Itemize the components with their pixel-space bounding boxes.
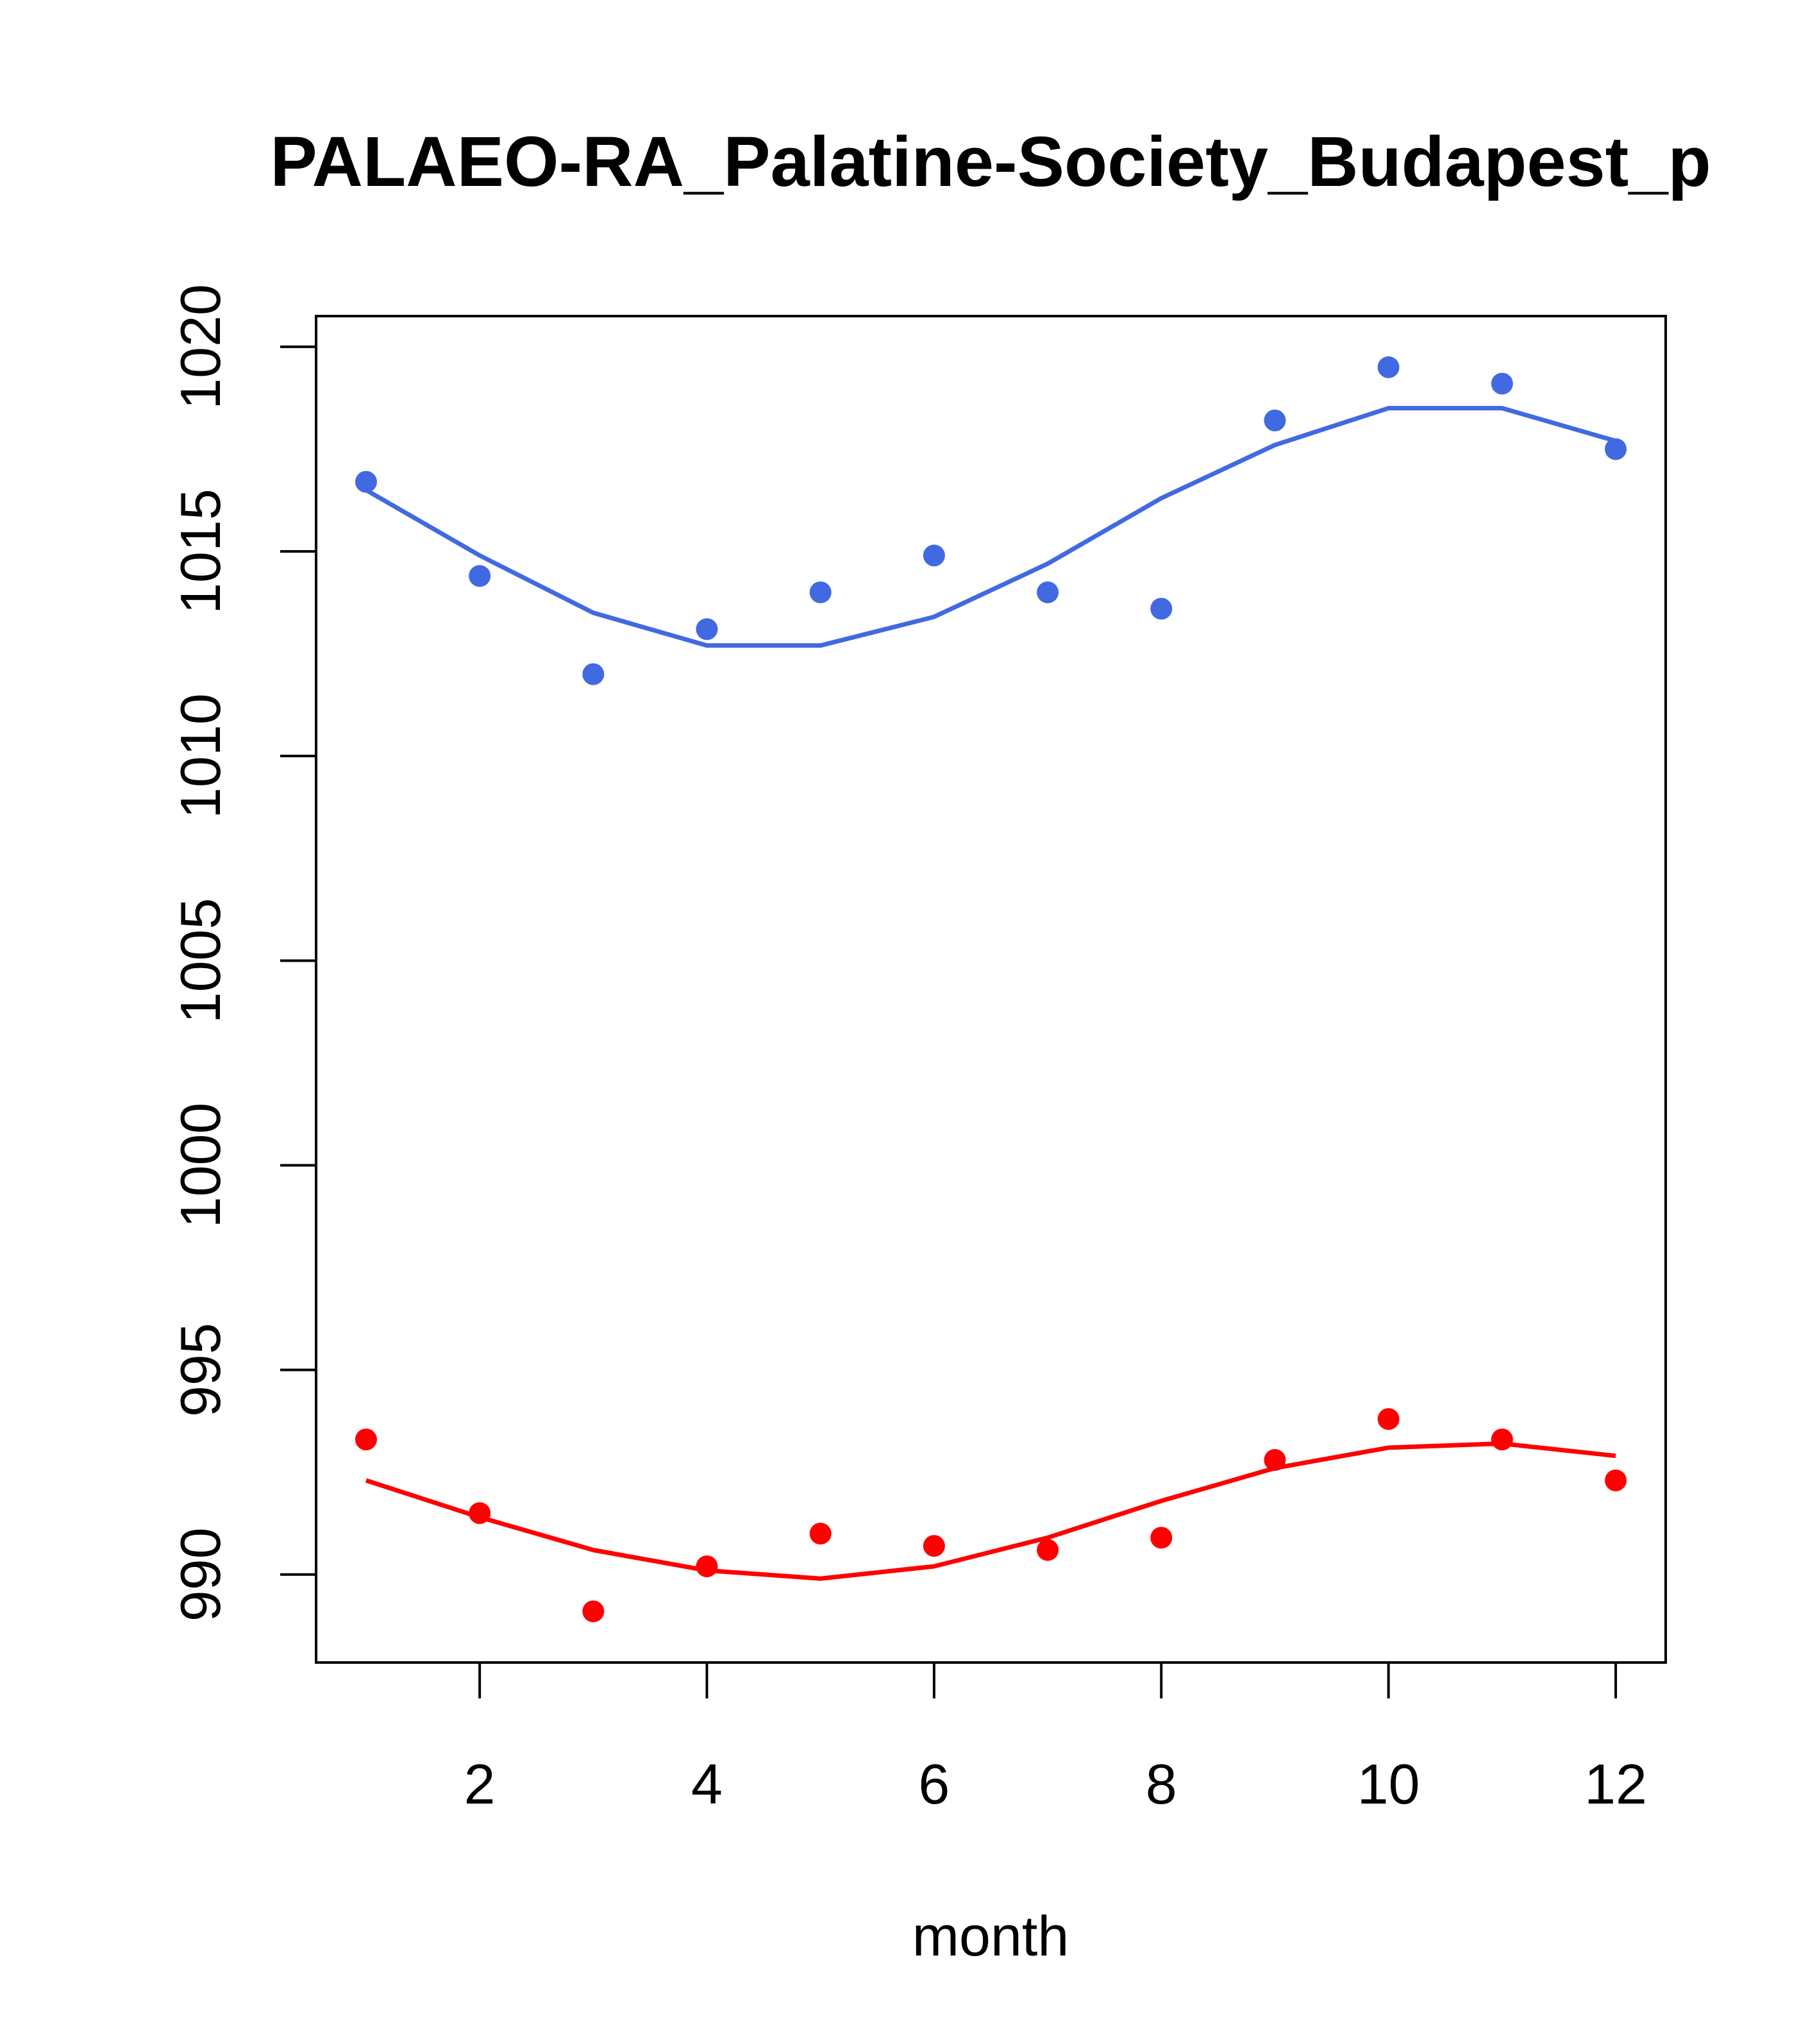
series-lower-point [696, 1555, 718, 1577]
series-lower-point [469, 1502, 491, 1525]
series-lower-point [355, 1428, 377, 1451]
series-upper-point [696, 618, 718, 641]
series-upper-point [923, 544, 945, 567]
series-upper-point [1377, 356, 1400, 378]
y-tick-label: 1010 [169, 693, 232, 819]
series-lower [355, 1408, 1627, 1623]
series-lower-point [809, 1522, 832, 1545]
x-tick-label: 10 [1357, 1752, 1420, 1816]
series-lower-point [1150, 1527, 1173, 1549]
series-lower-point [923, 1535, 945, 1557]
series-lower-point [1605, 1469, 1627, 1491]
series-upper-point [1150, 598, 1173, 620]
series-upper-point [1037, 581, 1059, 603]
series-upper-point [1264, 409, 1286, 431]
y-tick-label: 1015 [169, 489, 232, 614]
series-upper-point [582, 663, 605, 685]
y-tick-label: 995 [169, 1323, 232, 1417]
plot-frame [315, 315, 1667, 1664]
x-tick-label: 2 [464, 1752, 496, 1816]
y-tick-label: 990 [169, 1527, 232, 1621]
y-tick-label: 1000 [169, 1103, 232, 1228]
series-layer [355, 356, 1627, 1623]
series-upper-line [365, 406, 1616, 648]
series-lower-point [1264, 1449, 1286, 1471]
series-lower-point [1037, 1539, 1059, 1561]
y-tick-label: 1020 [169, 284, 232, 410]
x-tick-label: 8 [1146, 1752, 1177, 1816]
x-axis: 2 4 6 8 10 12 [464, 1661, 1647, 1816]
y-tick-label: 1005 [169, 898, 232, 1023]
series-lower-point [582, 1600, 605, 1623]
series-lower-line [365, 1441, 1616, 1581]
series-upper-point [355, 471, 377, 493]
series-lower-point [1377, 1408, 1400, 1430]
x-tick-label: 4 [691, 1752, 723, 1816]
series-upper-point [809, 581, 832, 603]
x-tick-label: 12 [1584, 1752, 1647, 1816]
series-upper [355, 356, 1627, 685]
series-upper-point [1491, 373, 1513, 395]
series-upper-point [469, 565, 491, 587]
x-tick-label: 6 [918, 1752, 950, 1816]
x-axis-label: month [912, 1904, 1069, 1968]
series-lower-point [1491, 1428, 1513, 1451]
chart-title: PALAEO-RA_Palatine-Society_Budapest_p [270, 122, 1711, 201]
y-axis: 990 995 1000 1005 1010 1015 1020 [169, 284, 317, 1621]
series-upper-point [1605, 438, 1627, 460]
